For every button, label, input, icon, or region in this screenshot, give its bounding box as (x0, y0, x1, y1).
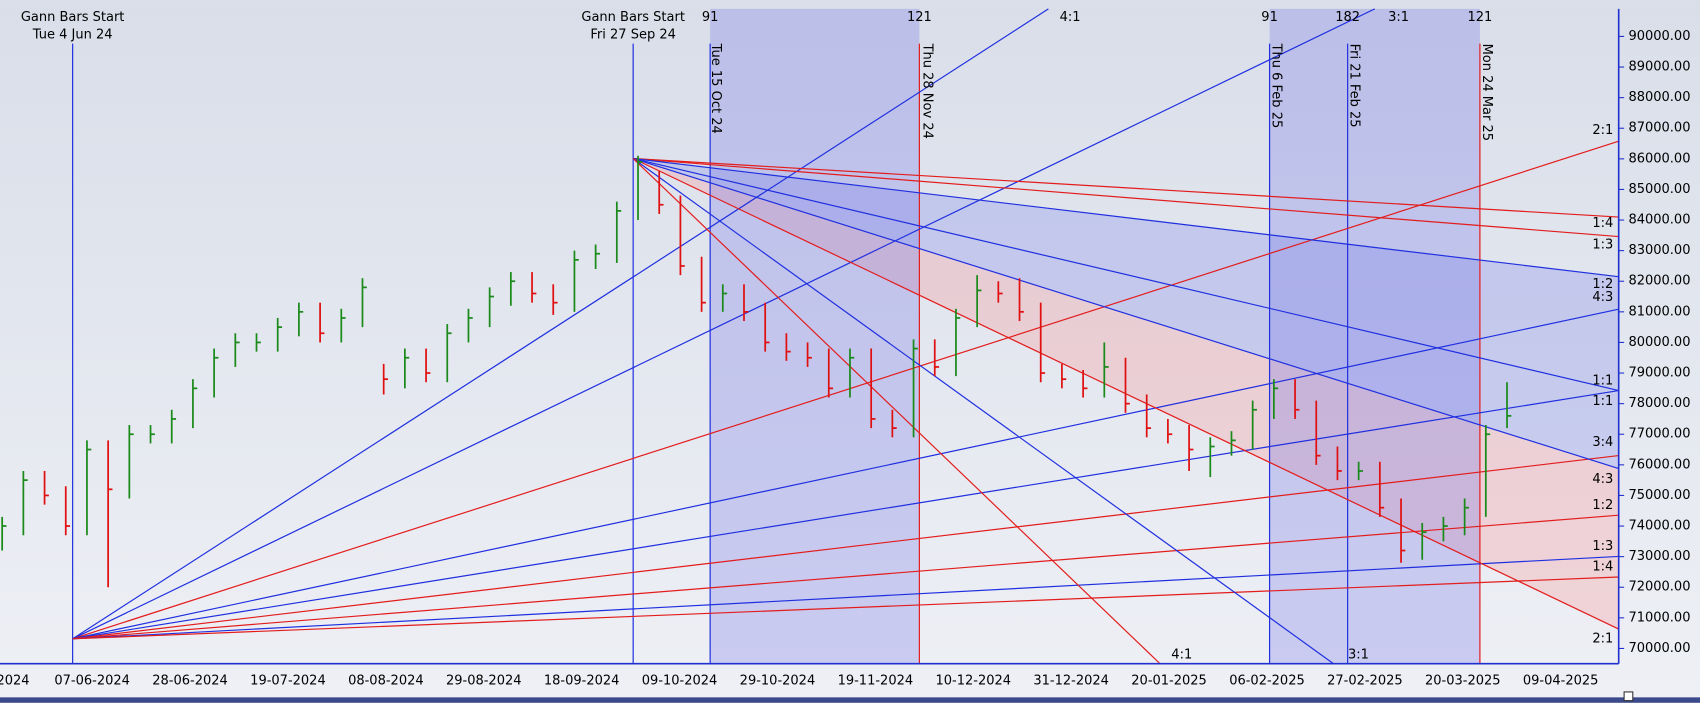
gann-start-title: Gann Bars Start (21, 10, 125, 25)
y-tick-label: 75000.00 (1628, 488, 1690, 503)
y-tick-label: 81000.00 (1628, 304, 1690, 319)
x-tick-label: 19-07-2024 (250, 674, 326, 689)
plot (1, 155, 1512, 588)
y-tick-label: 88000.00 (1628, 90, 1690, 105)
y-tick-label: 74000.00 (1628, 519, 1690, 534)
x-tick-label: 18-09-2024 (544, 674, 620, 689)
fan-label: 4:3 (1592, 472, 1613, 487)
x-tick-label: 31-12-2024 (1033, 674, 1109, 689)
y-tick-label: 77000.00 (1628, 427, 1690, 442)
fan-label: 2:1 (1592, 123, 1613, 138)
gann-line (72, 8, 1049, 640)
gann-line (72, 308, 1619, 640)
y-tick-label: 85000.00 (1628, 182, 1690, 197)
fan-label: 1:4 (1592, 216, 1613, 231)
fan-label: 2:1 (1592, 631, 1613, 646)
y-tick-label: 79000.00 (1628, 366, 1690, 381)
gann-line (72, 514, 1619, 640)
gann-line (72, 140, 1619, 640)
fan-label: 1:1 (1592, 394, 1613, 409)
y-tick-label: 70000.00 (1628, 641, 1690, 656)
fan-label: 3:1 (1348, 648, 1369, 663)
gann-start-title: Gann Bars Start (581, 10, 685, 25)
fan-label: 1:4 (1592, 560, 1613, 575)
fan-label: 1:1 (1592, 373, 1613, 388)
x-tick-label: 29-08-2024 (446, 674, 522, 689)
time-zone (710, 8, 920, 664)
date-label: Tue 15 Oct 24 (708, 43, 723, 134)
y-tick-label: 89000.00 (1628, 60, 1690, 75)
count-label: 91 (702, 10, 719, 25)
fan-label: 4:3 (1592, 290, 1613, 305)
gann-start-date: Fri 27 Sep 24 (590, 27, 675, 42)
x-tick-label: 20-03-2025 (1425, 674, 1501, 689)
gann-line (633, 157, 1619, 218)
gann-line (632, 158, 1161, 665)
y-tick-label: 84000.00 (1628, 213, 1690, 228)
gann-line (72, 8, 1376, 640)
count-label: 121 (907, 10, 932, 25)
date-label: Fri 21 Feb 25 (1347, 44, 1362, 128)
date-label: Mon 24 Mar 25 (1479, 44, 1494, 141)
gann-line (633, 157, 1619, 392)
time-zone (1269, 8, 1480, 664)
gann-line (72, 555, 1619, 640)
y-tick-label: 86000.00 (1628, 151, 1690, 166)
count-label: 182 (1335, 10, 1360, 25)
x-tick-label: 09-10-2024 (642, 674, 718, 689)
count-label: 3:1 (1388, 10, 1409, 25)
gann-start-date: Tue 4 Jun 24 (32, 27, 113, 42)
count-label: 4:1 (1060, 10, 1081, 25)
y-tick-label: 78000.00 (1628, 396, 1690, 411)
y-tick-label: 83000.00 (1628, 243, 1690, 258)
y-tick-label: 82000.00 (1628, 274, 1690, 289)
x-tick-label: 09-04-2025 (1523, 674, 1599, 689)
gann-line (72, 454, 1619, 640)
gann-lines (72, 8, 1619, 665)
x-tick-label: 29-10-2024 (740, 674, 816, 689)
y-tick-label: 73000.00 (1628, 549, 1690, 564)
fan-label: 1:2 (1592, 498, 1613, 513)
x-tick-label: 10-12-2024 (935, 674, 1011, 689)
gann-line (632, 157, 1619, 470)
y-tick-label: 72000.00 (1628, 580, 1690, 595)
x-tick-label: 19-11-2024 (838, 674, 914, 689)
y-tick-label: 71000.00 (1628, 610, 1690, 625)
x-tick-label: 2024 (0, 674, 30, 689)
fan-label: 1:3 (1592, 238, 1613, 253)
x-tick-label: 08-08-2024 (348, 674, 424, 689)
x-tick-label: 06-02-2025 (1229, 674, 1305, 689)
date-label: Thu 6 Feb 25 (1269, 43, 1284, 129)
fan-label: 4:1 (1171, 648, 1192, 663)
resize-handle (1623, 691, 1634, 702)
count-label: 121 (1467, 10, 1492, 25)
count-label: 91 (1261, 10, 1278, 25)
gann-line (632, 158, 1334, 665)
y-tick-label: 80000.00 (1628, 335, 1690, 350)
y-tick-label: 87000.00 (1628, 121, 1690, 136)
fan-label: 3:4 (1592, 435, 1613, 450)
x-tick-label: 20-01-2025 (1131, 674, 1207, 689)
x-tick-label: 28-06-2024 (152, 674, 228, 689)
gann-line (633, 157, 1619, 278)
x-tick-label: 07-06-2024 (54, 674, 130, 689)
fan-label: 1:2 (1592, 277, 1613, 292)
x-tick-label: 27-02-2025 (1327, 674, 1403, 689)
gann-line (633, 157, 1619, 238)
gann-line (72, 389, 1619, 640)
gann-line (72, 576, 1619, 640)
y-tick-label: 76000.00 (1628, 457, 1690, 472)
y-tick-label: 90000.00 (1628, 29, 1690, 44)
date-label: Thu 28 Nov 24 (919, 43, 934, 139)
fan-label: 1:3 (1592, 539, 1613, 554)
scrollbar (0, 697, 1700, 703)
